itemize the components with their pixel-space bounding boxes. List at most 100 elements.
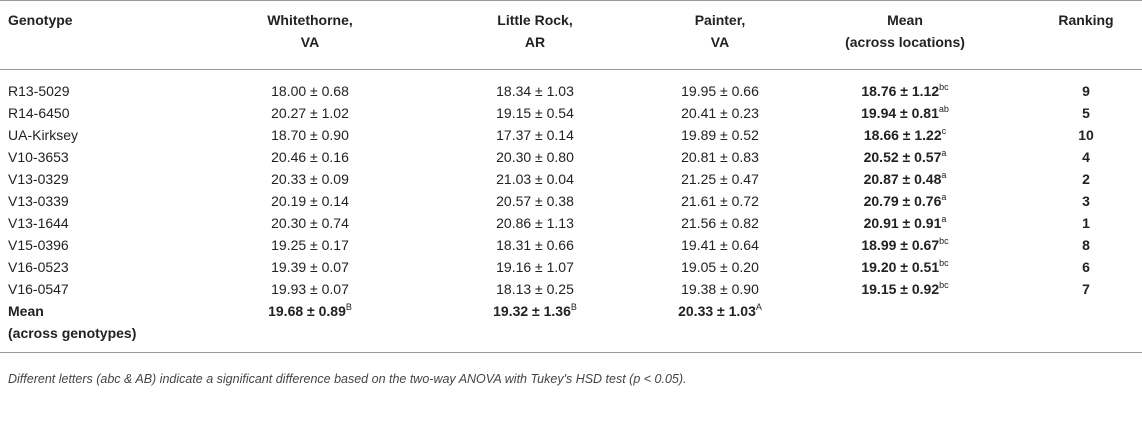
text-line: Whitethorne, bbox=[267, 12, 353, 28]
significance-letter: a bbox=[941, 214, 947, 224]
significance-letter: bc bbox=[939, 82, 949, 92]
value-cell: 21.56 ± 0.82 bbox=[681, 215, 759, 231]
significance-letter: A bbox=[755, 302, 762, 312]
empty-cell bbox=[1030, 300, 1142, 353]
genotype-cell: V13-1644 bbox=[8, 215, 69, 231]
value-cell: 19.05 ± 0.20 bbox=[681, 259, 759, 275]
value-cell: 21.61 ± 0.72 bbox=[681, 193, 759, 209]
mean-cell: 19.68 ± 0.89B bbox=[210, 300, 410, 353]
value-cell: 19.89 ± 0.52 bbox=[681, 127, 759, 143]
ranking-cell: 8 bbox=[1082, 237, 1090, 253]
value-cell: 19.38 ± 0.90 bbox=[681, 281, 759, 297]
mean-cell: 19.15 ± 0.92bc bbox=[780, 278, 1030, 300]
ranking-cell: 6 bbox=[1082, 259, 1090, 275]
mean-cell: 19.32 ± 1.36B bbox=[410, 300, 660, 353]
genotype-cell: V10-3653 bbox=[8, 149, 69, 165]
table-row: R14-6450 20.27 ± 1.02 19.15 ± 0.54 20.41 ± … bbox=[0, 102, 1142, 124]
value-cell: 21.25 ± 0.47 bbox=[681, 171, 759, 187]
table-row: V13-0329 20.33 ± 0.09 21.03 ± 0.04 21.25 ± … bbox=[0, 168, 1142, 190]
value-cell: 19.15 ± 0.54 bbox=[496, 105, 574, 121]
mean-value: 18.99 ± 0.67 bbox=[861, 237, 940, 253]
mean-value: 20.79 ± 0.76 bbox=[863, 193, 942, 209]
header-cell: Painter, VA bbox=[660, 1, 780, 70]
mean-cell: 20.91 ± 0.91a bbox=[780, 212, 1030, 234]
significance-letter: bc bbox=[939, 280, 949, 290]
table-row: V13-0339 20.19 ± 0.14 20.57 ± 0.38 21.61 ± … bbox=[0, 190, 1142, 212]
value-cell: 20.19 ± 0.14 bbox=[271, 193, 349, 209]
mean-value: 19.15 ± 0.92 bbox=[861, 281, 940, 297]
mean-value: 20.87 ± 0.48 bbox=[863, 171, 942, 187]
significance-letter: ab bbox=[938, 104, 949, 114]
value-cell: 19.95 ± 0.66 bbox=[681, 83, 759, 99]
table-row: V10-3653 20.46 ± 0.16 20.30 ± 0.80 20.81 ± … bbox=[0, 146, 1142, 168]
mean-cell: 20.52 ± 0.57a bbox=[780, 146, 1030, 168]
value-cell: 20.30 ± 0.74 bbox=[271, 215, 349, 231]
mean-value: 20.52 ± 0.57 bbox=[863, 149, 942, 165]
value-cell: 20.33 ± 0.09 bbox=[271, 171, 349, 187]
value-cell: 18.70 ± 0.90 bbox=[271, 127, 349, 143]
text-line: Mean bbox=[8, 303, 44, 319]
genotype-cell: R14-6450 bbox=[8, 105, 70, 121]
mean-cell: 20.87 ± 0.48a bbox=[780, 168, 1030, 190]
table-body: R13-5029 18.00 ± 0.68 18.34 ± 1.03 19.95 ± … bbox=[0, 70, 1142, 353]
header-cell: Whitethorne, VA bbox=[210, 1, 410, 70]
table-row: V13-1644 20.30 ± 0.74 20.86 ± 1.13 21.56 ± … bbox=[0, 212, 1142, 234]
mean-value: 19.20 ± 0.51 bbox=[861, 259, 940, 275]
text-line: (across locations) bbox=[845, 34, 965, 50]
significance-letter: bc bbox=[939, 236, 949, 246]
mean-value: 19.68 ± 0.89 bbox=[268, 303, 346, 319]
mean-value: 20.91 ± 0.91 bbox=[863, 215, 942, 231]
value-cell: 18.34 ± 1.03 bbox=[496, 83, 574, 99]
table-header: Genotype Whitethorne, VA Little Rock, AR Pain… bbox=[0, 0, 1142, 70]
empty-cell bbox=[780, 300, 1030, 353]
value-cell: 19.41 ± 0.64 bbox=[681, 237, 759, 253]
text-line: Mean bbox=[887, 12, 923, 28]
mean-cell: 18.99 ± 0.67bc bbox=[780, 234, 1030, 256]
mean-cell: 18.76 ± 1.12bc bbox=[780, 70, 1030, 103]
ranking-cell: 4 bbox=[1082, 149, 1090, 165]
mean-label: Mean (across genotypes) bbox=[0, 300, 210, 353]
mean-value: 20.33 ± 1.03 bbox=[678, 303, 756, 319]
ranking-cell: 9 bbox=[1082, 83, 1090, 99]
value-cell: 19.25 ± 0.17 bbox=[271, 237, 349, 253]
ranking-cell: 5 bbox=[1082, 105, 1090, 121]
mean-value: 18.66 ± 1.22 bbox=[863, 127, 942, 143]
table-row: V16-0547 19.93 ± 0.07 18.13 ± 0.25 19.38 ± … bbox=[0, 278, 1142, 300]
value-cell: 20.46 ± 0.16 bbox=[271, 149, 349, 165]
footnote: Different letters (abc & AB) indicate a … bbox=[8, 372, 687, 386]
mean-value: 18.76 ± 1.12 bbox=[861, 83, 940, 99]
text-line: VA bbox=[300, 34, 320, 50]
header-cell: Little Rock, AR bbox=[410, 1, 660, 70]
value-cell: 20.41 ± 0.23 bbox=[681, 105, 759, 121]
header-row: Genotype Whitethorne, VA Little Rock, AR Pain… bbox=[0, 0, 1142, 70]
value-cell: 18.00 ± 0.68 bbox=[271, 83, 349, 99]
significance-letter: B bbox=[570, 302, 577, 312]
text-line: AR bbox=[524, 34, 546, 50]
significance-letter: a bbox=[941, 170, 947, 180]
value-cell: 19.39 ± 0.07 bbox=[271, 259, 349, 275]
text-line: Little Rock, bbox=[497, 12, 573, 28]
table-row: UA-Kirksey 18.70 ± 0.90 17.37 ± 0.14 19.89 … bbox=[0, 124, 1142, 146]
genotype-cell: V16-0523 bbox=[8, 259, 69, 275]
text-line: VA bbox=[710, 34, 730, 50]
header-cell: Genotype bbox=[0, 1, 210, 70]
significance-letter: B bbox=[345, 302, 352, 312]
mean-cell: 19.94 ± 0.81ab bbox=[780, 102, 1030, 124]
genotype-cell: V13-0339 bbox=[8, 193, 69, 209]
header-cell: Mean (across locations) bbox=[780, 1, 1030, 70]
value-cell: 19.93 ± 0.07 bbox=[271, 281, 349, 297]
ranking-cell: 3 bbox=[1082, 193, 1090, 209]
genotype-cell: UA-Kirksey bbox=[8, 127, 79, 143]
ranking-cell: 7 bbox=[1082, 281, 1090, 297]
value-cell: 20.57 ± 0.38 bbox=[496, 193, 574, 209]
table-row: V15-0396 19.25 ± 0.17 18.31 ± 0.66 19.41 ± … bbox=[0, 234, 1142, 256]
ranking-cell: 1 bbox=[1082, 215, 1090, 231]
text-line: Ranking bbox=[1058, 12, 1114, 28]
ranking-cell: 10 bbox=[1078, 127, 1094, 143]
table-row: R13-5029 18.00 ± 0.68 18.34 ± 1.03 19.95 ± … bbox=[0, 70, 1142, 103]
value-cell: 20.30 ± 0.80 bbox=[496, 149, 574, 165]
header-cell: Ranking bbox=[1030, 1, 1142, 70]
genotype-cell: R13-5029 bbox=[8, 83, 70, 99]
significance-letter: bc bbox=[939, 258, 949, 268]
